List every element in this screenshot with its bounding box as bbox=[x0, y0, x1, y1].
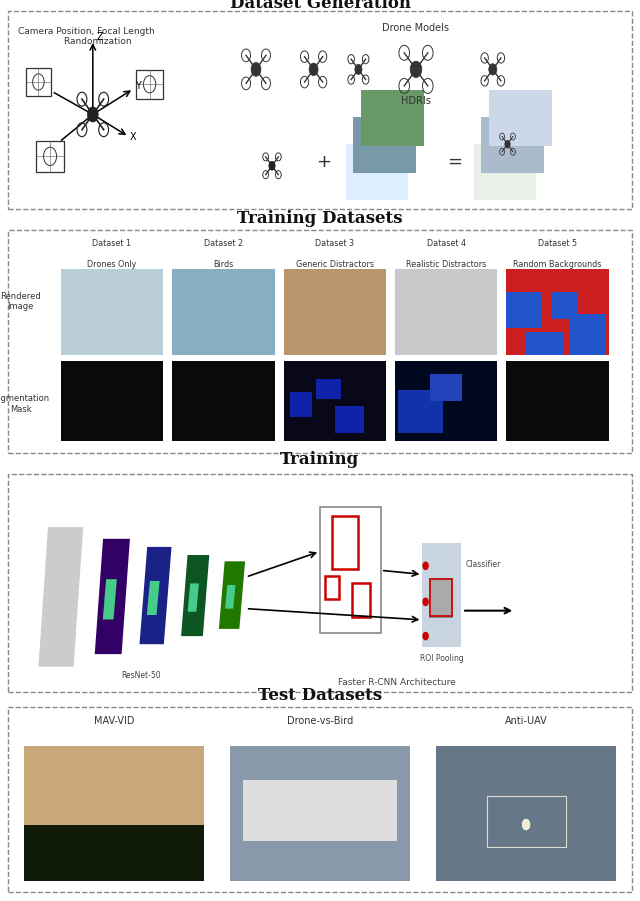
Text: Dataset Generation: Dataset Generation bbox=[230, 0, 410, 12]
Text: Training: Training bbox=[280, 451, 360, 468]
Circle shape bbox=[309, 63, 318, 76]
FancyBboxPatch shape bbox=[172, 361, 275, 441]
Text: Faster R-CNN Architecture: Faster R-CNN Architecture bbox=[338, 678, 456, 687]
Text: Camera Position, Focal Length
        Randomization: Camera Position, Focal Length Randomizat… bbox=[18, 27, 155, 47]
FancyBboxPatch shape bbox=[474, 144, 536, 200]
FancyBboxPatch shape bbox=[436, 746, 616, 881]
Text: +: + bbox=[316, 153, 331, 171]
FancyBboxPatch shape bbox=[316, 379, 341, 399]
Text: Dataset 5: Dataset 5 bbox=[538, 239, 577, 248]
Polygon shape bbox=[38, 527, 83, 667]
Polygon shape bbox=[225, 585, 236, 609]
Text: Dataset 1: Dataset 1 bbox=[93, 239, 131, 248]
FancyBboxPatch shape bbox=[320, 507, 381, 633]
Polygon shape bbox=[181, 555, 209, 636]
Text: Drones Only: Drones Only bbox=[87, 260, 137, 269]
Circle shape bbox=[489, 64, 497, 75]
Text: ROI Pooling: ROI Pooling bbox=[420, 654, 463, 663]
Text: Z: Z bbox=[97, 32, 103, 41]
FancyBboxPatch shape bbox=[346, 144, 408, 200]
FancyBboxPatch shape bbox=[430, 374, 462, 401]
FancyBboxPatch shape bbox=[481, 117, 544, 173]
Text: Test Datasets: Test Datasets bbox=[258, 687, 382, 704]
Polygon shape bbox=[147, 581, 159, 615]
Text: Y: Y bbox=[134, 81, 140, 91]
Text: Realistic Distractors: Realistic Distractors bbox=[406, 260, 486, 269]
Text: ResNet-50: ResNet-50 bbox=[121, 671, 161, 680]
FancyBboxPatch shape bbox=[24, 746, 204, 821]
FancyBboxPatch shape bbox=[24, 824, 204, 881]
Polygon shape bbox=[103, 579, 117, 620]
FancyBboxPatch shape bbox=[335, 406, 364, 433]
Polygon shape bbox=[95, 539, 130, 654]
FancyBboxPatch shape bbox=[422, 543, 461, 647]
FancyBboxPatch shape bbox=[61, 269, 163, 355]
FancyBboxPatch shape bbox=[24, 746, 204, 824]
FancyBboxPatch shape bbox=[230, 746, 410, 821]
Circle shape bbox=[522, 819, 530, 830]
FancyBboxPatch shape bbox=[489, 90, 552, 146]
FancyBboxPatch shape bbox=[525, 332, 564, 355]
FancyBboxPatch shape bbox=[570, 314, 605, 355]
FancyBboxPatch shape bbox=[430, 579, 452, 616]
Text: Classifier: Classifier bbox=[466, 560, 501, 569]
Circle shape bbox=[505, 141, 510, 148]
FancyBboxPatch shape bbox=[551, 292, 577, 319]
Text: Rendered
Image: Rendered Image bbox=[0, 292, 41, 311]
FancyBboxPatch shape bbox=[284, 269, 386, 355]
Text: Drone Models: Drone Models bbox=[383, 23, 449, 33]
Circle shape bbox=[423, 598, 428, 605]
Circle shape bbox=[88, 107, 98, 122]
FancyBboxPatch shape bbox=[61, 361, 163, 441]
Polygon shape bbox=[140, 547, 172, 644]
Circle shape bbox=[423, 562, 428, 569]
Text: Dataset 2: Dataset 2 bbox=[204, 239, 243, 248]
FancyBboxPatch shape bbox=[436, 746, 616, 821]
FancyBboxPatch shape bbox=[395, 361, 497, 441]
FancyBboxPatch shape bbox=[361, 90, 424, 146]
FancyBboxPatch shape bbox=[172, 269, 275, 355]
FancyBboxPatch shape bbox=[436, 821, 616, 881]
Circle shape bbox=[410, 61, 422, 77]
Text: MAV-VID: MAV-VID bbox=[93, 716, 134, 726]
Polygon shape bbox=[188, 584, 199, 612]
FancyBboxPatch shape bbox=[243, 780, 397, 841]
Text: Birds: Birds bbox=[213, 260, 234, 269]
Text: HDRIs: HDRIs bbox=[401, 96, 431, 106]
Polygon shape bbox=[219, 561, 245, 629]
FancyBboxPatch shape bbox=[395, 269, 497, 355]
Text: Dataset 3: Dataset 3 bbox=[316, 239, 354, 248]
FancyBboxPatch shape bbox=[284, 361, 386, 441]
Text: X: X bbox=[130, 132, 136, 141]
FancyBboxPatch shape bbox=[506, 292, 541, 328]
FancyBboxPatch shape bbox=[24, 821, 204, 881]
Circle shape bbox=[251, 62, 261, 77]
Text: =: = bbox=[447, 153, 462, 171]
Text: Anti-UAV: Anti-UAV bbox=[505, 716, 547, 726]
Text: Generic Distractors: Generic Distractors bbox=[296, 260, 374, 269]
FancyBboxPatch shape bbox=[429, 578, 453, 618]
FancyBboxPatch shape bbox=[506, 361, 609, 441]
FancyBboxPatch shape bbox=[506, 269, 609, 355]
FancyBboxPatch shape bbox=[230, 821, 410, 881]
FancyBboxPatch shape bbox=[290, 392, 312, 417]
FancyBboxPatch shape bbox=[398, 390, 443, 433]
Text: Training Datasets: Training Datasets bbox=[237, 210, 403, 226]
Text: Drone-vs-Bird: Drone-vs-Bird bbox=[287, 716, 353, 726]
Circle shape bbox=[355, 64, 362, 75]
Text: Random Backgrounds: Random Backgrounds bbox=[513, 260, 602, 269]
Text: Segmentation
Mask: Segmentation Mask bbox=[0, 395, 50, 414]
FancyBboxPatch shape bbox=[353, 117, 416, 173]
Circle shape bbox=[269, 161, 275, 170]
Circle shape bbox=[423, 633, 428, 640]
Text: Dataset 4: Dataset 4 bbox=[427, 239, 465, 248]
FancyBboxPatch shape bbox=[230, 746, 410, 881]
